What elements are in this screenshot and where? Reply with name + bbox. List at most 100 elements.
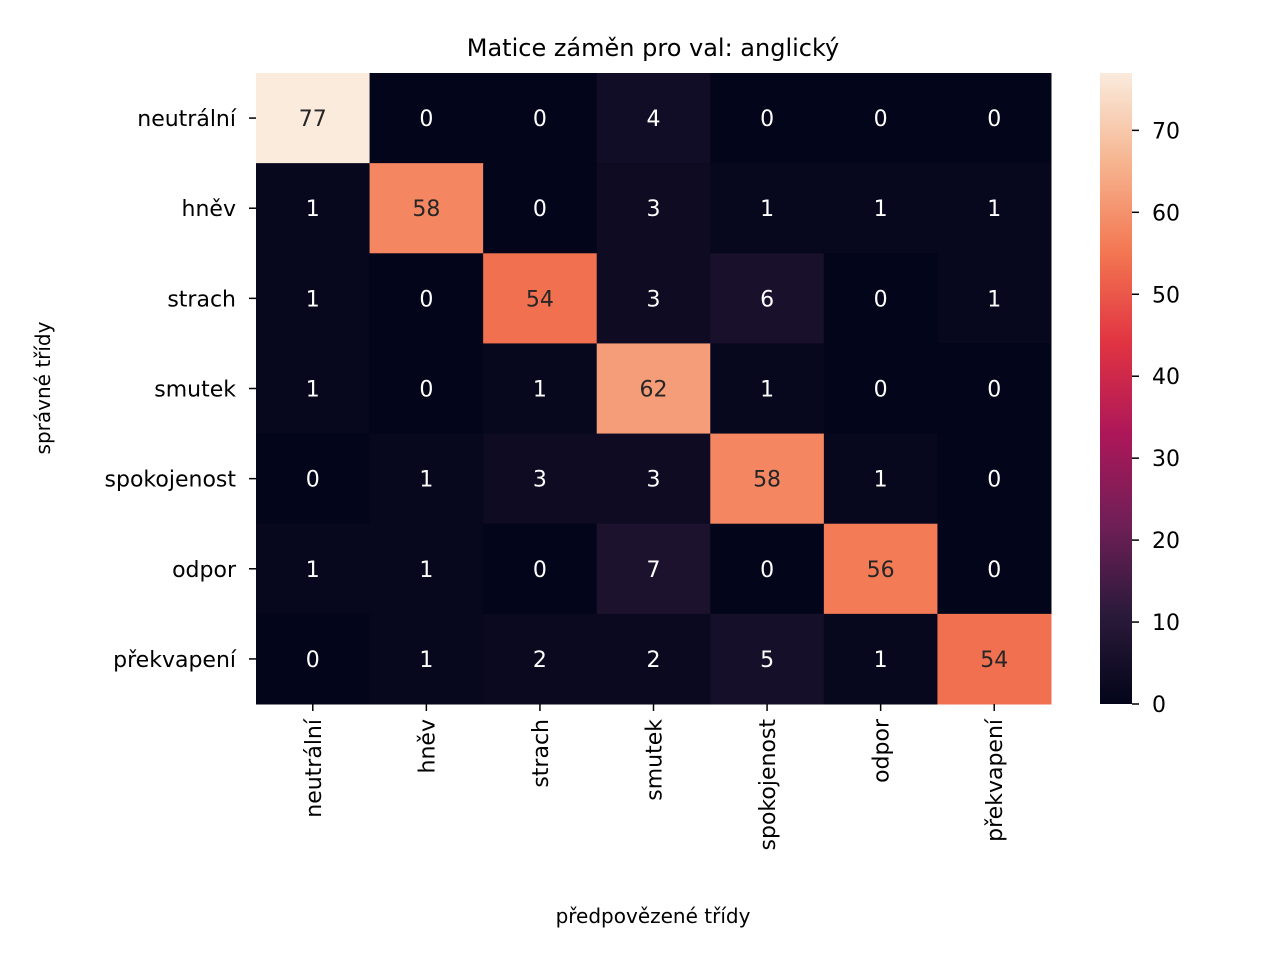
colorbar-tick-label: 60 (1152, 201, 1180, 226)
heatmap-cell (823, 613, 938, 705)
heatmap-cell (710, 253, 825, 344)
y-tick-label: odpor (172, 558, 237, 583)
heatmap-cell (483, 523, 598, 615)
cell-value-label: 1 (874, 468, 888, 493)
cell-value-label: 62 (640, 378, 668, 403)
heatmap-cell (483, 433, 598, 525)
heatmap-cell (256, 433, 371, 525)
heatmap-cell (596, 523, 711, 615)
colorbar-tick-label: 30 (1152, 447, 1180, 472)
cell-value-label: 1 (306, 197, 320, 222)
heatmap-cell (823, 73, 938, 164)
cell-value-label: 4 (647, 107, 661, 132)
heatmap-cell (369, 523, 484, 615)
heatmap-cell (596, 253, 711, 344)
heatmap-cell (937, 163, 1052, 254)
heatmap-cell (937, 253, 1052, 344)
cell-value-label: 1 (987, 287, 1001, 312)
heatmap-cell (483, 343, 598, 435)
heatmap-cell (710, 523, 825, 615)
cell-value-label: 0 (874, 107, 888, 132)
cell-value-label: 7 (647, 558, 661, 583)
heatmap-cell (369, 253, 484, 344)
heatmap-cell (369, 163, 484, 254)
cell-value-label: 1 (306, 287, 320, 312)
cell-value-label: 1 (419, 558, 433, 583)
heatmap-cell (256, 343, 371, 435)
x-tick-label: odpor (870, 718, 895, 783)
x-tick-label: spokojenost (756, 719, 781, 851)
heatmap-cell (369, 613, 484, 705)
cell-value-label: 0 (306, 468, 320, 493)
colorbar-tick-label: 20 (1152, 529, 1180, 554)
heatmap-cell (937, 523, 1052, 615)
heatmap-cell (710, 433, 825, 525)
cell-value-label: 3 (647, 287, 661, 312)
cell-value-label: 2 (533, 648, 547, 673)
cell-value-label: 0 (987, 107, 1001, 132)
cell-value-label: 0 (874, 378, 888, 403)
cell-value-label: 0 (533, 197, 547, 222)
x-axis-ticks: neutrální hněv strach smutek spokojenost odpo… (302, 704, 1008, 850)
cell-value-label: 0 (760, 558, 774, 583)
x-tick-label: smutek (643, 719, 668, 801)
heatmap-cell (596, 343, 711, 435)
heatmap-cell (937, 613, 1052, 705)
heatmap-cell (483, 253, 598, 344)
cell-value-label: 58 (412, 197, 440, 222)
colorbar-tick-label: 40 (1152, 365, 1180, 390)
colorbar (1100, 73, 1132, 704)
cell-value-label: 0 (987, 468, 1001, 493)
colorbar-tick-label: 50 (1152, 283, 1180, 308)
cell-value-label: 0 (760, 107, 774, 132)
x-tick-label: překvapení (983, 718, 1008, 842)
cell-value-label: 56 (867, 558, 895, 583)
cell-value-label: 1 (419, 468, 433, 493)
cell-value-label: 0 (874, 287, 888, 312)
cell-value-label: 1 (419, 648, 433, 673)
heatmap-cell (710, 343, 825, 435)
cell-value-label: 54 (526, 287, 554, 312)
heatmap-cell (596, 433, 711, 525)
cell-value-label: 1 (760, 197, 774, 222)
cell-value-label: 1 (306, 558, 320, 583)
colorbar-ticks: 0 10 20 30 40 50 60 70 (1132, 119, 1180, 718)
heatmap-cell (710, 163, 825, 254)
heatmap-cell (596, 613, 711, 705)
y-tick-label: překvapení (113, 648, 237, 673)
cell-value-label: 58 (753, 468, 781, 493)
heatmap-cell (256, 253, 371, 344)
heatmap-cell (710, 613, 825, 705)
heatmap-cells (256, 73, 1052, 705)
cell-value-label: 0 (533, 558, 547, 583)
heatmap-cell (823, 343, 938, 435)
cell-value-label: 0 (306, 648, 320, 673)
x-tick-label: neutrální (302, 718, 327, 818)
cell-value-label: 3 (533, 468, 547, 493)
cell-value-label: 1 (874, 197, 888, 222)
cell-value-label: 5 (760, 648, 774, 673)
y-axis-label: správné třídy (31, 321, 55, 454)
y-tick-label: smutek (154, 378, 236, 403)
cell-value-label: 0 (419, 378, 433, 403)
heatmap-cell (483, 613, 598, 705)
heatmap-cell (256, 73, 371, 164)
x-tick-label: hněv (415, 719, 440, 773)
cell-value-label: 77 (299, 107, 327, 132)
heatmap-cell (483, 73, 598, 164)
cell-value-label: 0 (987, 558, 1001, 583)
y-tick-label: neutrální (137, 107, 237, 132)
cell-value-label: 1 (533, 378, 547, 403)
cell-value-label: 54 (980, 648, 1008, 673)
heatmap-cell (256, 523, 371, 615)
y-axis-ticks: neutrální hněv strach smutek spokojenost odpo… (105, 107, 256, 673)
cell-value-label: 0 (419, 287, 433, 312)
cell-value-label: 0 (419, 107, 433, 132)
heatmap-cell (369, 73, 484, 164)
heatmap-cell (710, 73, 825, 164)
cell-value-label: 1 (760, 378, 774, 403)
y-tick-label: hněv (182, 197, 236, 222)
heatmap-cell (256, 163, 371, 254)
cell-value-label: 1 (987, 197, 1001, 222)
